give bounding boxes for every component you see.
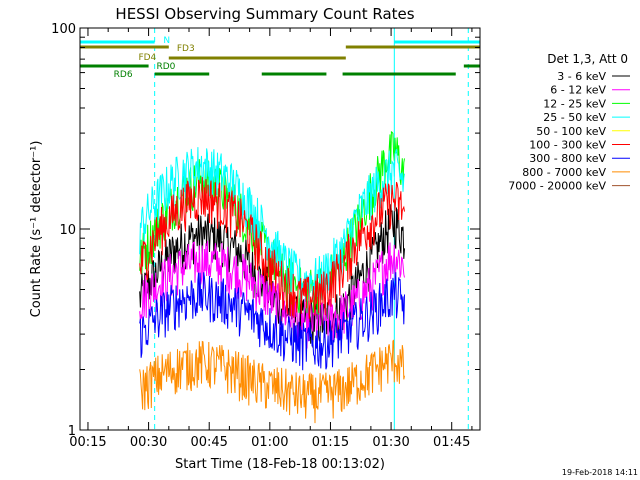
legend-label-8: 7000 - 20000 keV [508, 180, 606, 193]
flag-label-fd3: FD3 [177, 44, 195, 54]
legend-label-3: 25 - 50 keV [543, 111, 606, 124]
series-line-4 [139, 176, 405, 319]
legend-label-2: 12 - 25 keV [543, 97, 606, 110]
legend-label-1: 6 - 12 keV [550, 84, 606, 97]
x-axis-label: Start Time (18-Feb-18 00:13:02) [175, 457, 385, 472]
legend-label-6: 300 - 800 keV [529, 152, 606, 165]
y-axis-label: Count Rate (s⁻¹ detector⁻¹) [29, 141, 44, 318]
x-tick-label-5: 01:30 [372, 435, 409, 450]
legend-label-7: 800 - 7000 keV [522, 166, 606, 179]
axes: 00:15 00:30 00:45 01:00 01:15 01:30 01:45 1 10 10… [51, 22, 480, 450]
x-tick-label-2: 00:45 [190, 435, 227, 450]
series-line-6 [139, 339, 405, 424]
y-tick-label-1: 10 [59, 223, 76, 238]
flag-label-rd6: RD6 [114, 70, 133, 80]
legend-label-0: 3 - 6 keV [557, 70, 606, 83]
series-line-5 [139, 272, 405, 371]
legend-label-4: 50 - 100 keV [536, 125, 606, 138]
series-line-3 [139, 147, 405, 303]
flag-label-rd0: RD0 [157, 62, 176, 72]
x-tick-label-6: 01:45 [433, 435, 470, 450]
x-tick-label-3: 01:00 [251, 435, 288, 450]
legend-label-5: 100 - 300 keV [529, 139, 606, 152]
x-tick-label-1: 00:30 [130, 435, 167, 450]
y-tick-label-2: 100 [51, 22, 76, 37]
y-tick-label-0: 1 [68, 424, 76, 439]
flag-label-n: N [163, 36, 170, 46]
legend-header: Det 1,3, Att 0 [547, 52, 628, 66]
chart-title: HESSI Observing Summary Count Rates [115, 5, 414, 23]
flag-label-fd4: FD4 [138, 53, 156, 63]
x-tick-label-4: 01:15 [312, 435, 349, 450]
footer-timestamp: 19-Feb-2018 14:11 [562, 468, 638, 477]
data-series [139, 131, 405, 424]
x-tick-label-0: 00:15 [69, 435, 106, 450]
